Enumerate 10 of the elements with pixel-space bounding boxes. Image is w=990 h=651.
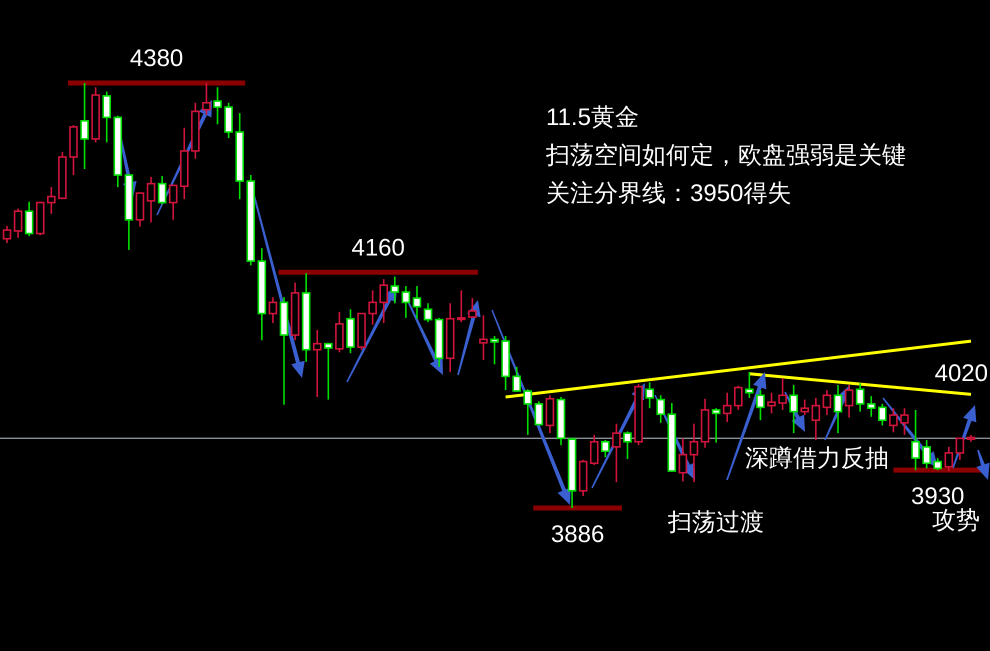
- annotation: 4020: [934, 360, 988, 387]
- annotation: 扫荡空间如何定，欧盘强弱是关键: [545, 142, 906, 169]
- ref-line-label: 4380: [130, 45, 184, 72]
- ref-line-label: 4160: [351, 234, 405, 262]
- text: 扫荡过渡: [667, 509, 764, 536]
- annotation: 攻势: [932, 507, 980, 534]
- ref-line-label: 3886: [550, 521, 604, 548]
- text: 11.5黄金: [546, 104, 639, 131]
- annotation: 深蹲借力反抽: [745, 445, 889, 472]
- annotation: 关注分界线：3950得失: [546, 180, 792, 207]
